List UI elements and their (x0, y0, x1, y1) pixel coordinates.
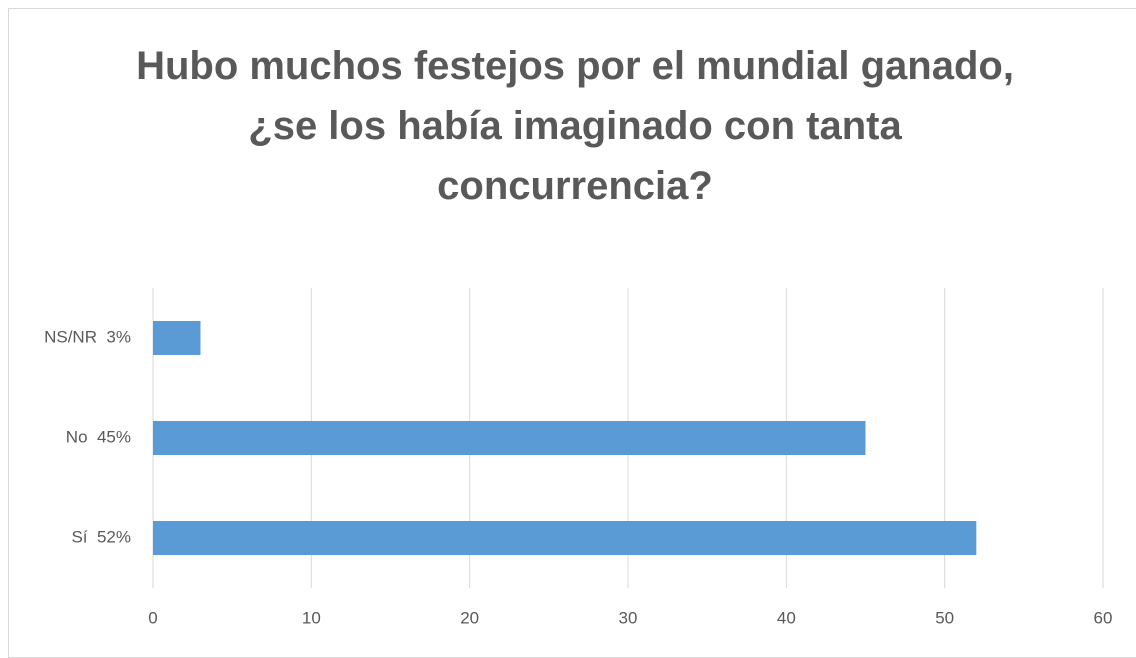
x-tick-label: 10 (302, 608, 321, 627)
x-tick-label: 50 (935, 608, 954, 627)
y-tick-label: Sí 52% (71, 527, 131, 546)
x-tick-label: 30 (619, 608, 638, 627)
x-tick-label: 20 (460, 608, 479, 627)
bar (153, 421, 866, 455)
y-tick-label: NS/NR 3% (44, 327, 131, 346)
bar (153, 321, 201, 355)
x-tick-label: 0 (148, 608, 157, 627)
x-tick-label: 60 (1094, 608, 1113, 627)
bar (153, 521, 977, 555)
page: Hubo muchos festejos por el mundial gana… (8, 8, 1136, 658)
chart-title: Hubo muchos festejos por el mundial gana… (136, 44, 1014, 208)
y-tick-label: No 45% (66, 427, 131, 446)
chart: 0 10 20 30 40 50 60 NS/NR 3% No 45% Sí 52% (44, 288, 1113, 627)
x-tick-label: 40 (777, 608, 796, 627)
